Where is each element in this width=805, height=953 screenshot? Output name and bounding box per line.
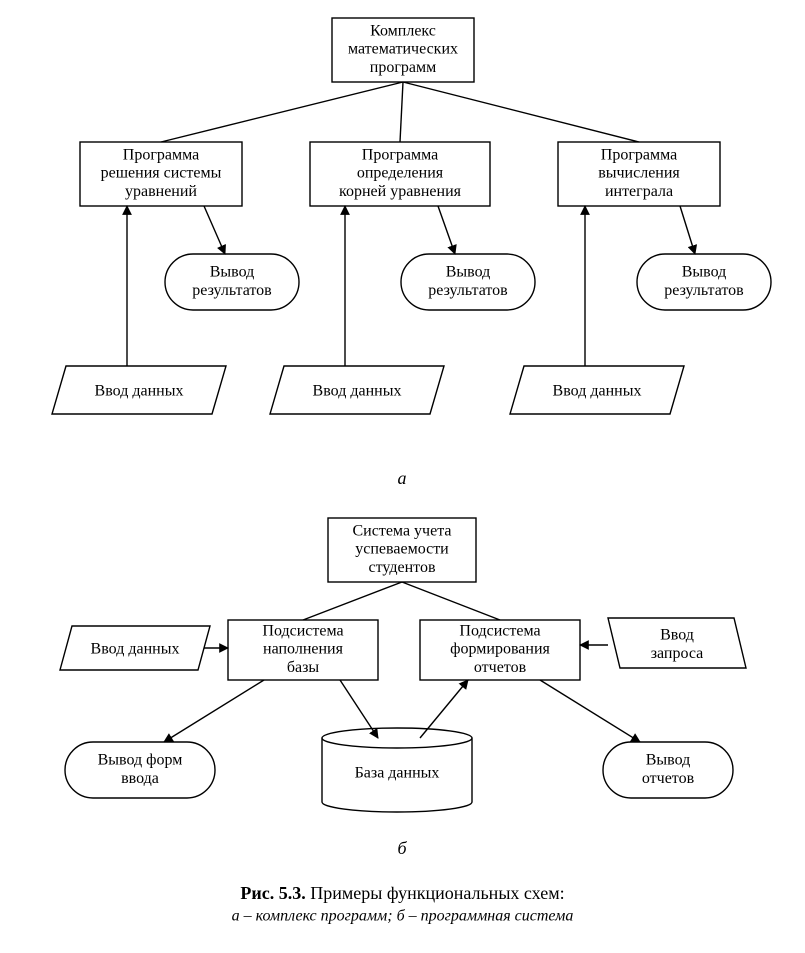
a-child-2-label: вычисления <box>598 165 680 182</box>
a-tree-edge-0 <box>161 82 403 142</box>
a-child-2-label: интеграла <box>605 183 673 200</box>
a-child-1-label: определения <box>357 165 444 182</box>
a-root-label: программ <box>370 59 436 76</box>
b-input-1-label: Ввод <box>660 626 694 643</box>
a-arrow-5 <box>680 206 695 254</box>
b-subsystem-1-label: отчетов <box>474 659 527 676</box>
figure-subcaption: а – комплекс программ; б – программная с… <box>232 908 574 925</box>
b-database-label: База данных <box>355 765 440 782</box>
b-subsystem-0-label: Подсистема <box>262 622 343 639</box>
a-input-1-label: Ввод данных <box>313 383 402 400</box>
a-child-0-label: Программа <box>123 146 199 163</box>
a-root-label: Комплекс <box>370 22 436 39</box>
b-arrow-4 <box>420 680 468 738</box>
a-child-0-label: уравнений <box>125 183 197 200</box>
a-output-2-label: результатов <box>664 282 744 299</box>
a-input-0-label: Ввод данных <box>95 383 184 400</box>
a-output-1-label: Вывод <box>446 263 491 280</box>
a-arrow-3 <box>204 206 225 254</box>
a-child-1-label: Программа <box>362 146 438 163</box>
b-database-top <box>322 728 472 748</box>
a-child-1-label: корней уравнения <box>339 183 462 200</box>
b-input-0-label: Ввод данных <box>91 641 180 658</box>
a-output-1-label: результатов <box>428 282 508 299</box>
a-output-0-label: результатов <box>192 282 272 299</box>
a-tree-edge-2 <box>403 82 639 142</box>
b-root-label: студентов <box>368 559 435 576</box>
a-output-0-label: Вывод <box>210 263 255 280</box>
b-output-1-label: отчетов <box>642 770 695 787</box>
b-tree-edge-0 <box>303 582 402 620</box>
b-tree-edge-1 <box>402 582 500 620</box>
b-subsystem-0-label: наполнения <box>263 641 344 658</box>
b-output-0-label: Вывод форм <box>98 751 183 768</box>
b-arrow-5 <box>540 680 640 742</box>
b-root-label: успеваемости <box>355 541 449 558</box>
a-arrow-4 <box>438 206 455 254</box>
a-output-2-label: Вывод <box>682 263 727 280</box>
b-output-1-label: Вывод <box>646 751 691 768</box>
a-root-label: математических <box>348 41 458 58</box>
b-input-1-label: запроса <box>651 645 704 662</box>
a-input-2-label: Ввод данных <box>553 383 642 400</box>
b-subsystem-1-label: Подсистема <box>459 622 540 639</box>
a-child-2-label: Программа <box>601 146 677 163</box>
a-tree-edge-1 <box>400 82 403 142</box>
b-output-0-label: ввода <box>121 770 159 787</box>
b-subsystem-0-label: базы <box>287 659 320 676</box>
a-child-0-label: решения системы <box>101 165 222 182</box>
b-root-label: Система учета <box>353 522 452 539</box>
diagram-a-label: а <box>398 468 407 488</box>
b-arrow-2 <box>164 680 264 742</box>
figure-caption: Рис. 5.3. Примеры функциональных схем: <box>240 883 564 903</box>
diagram-b-label: б <box>397 838 407 858</box>
b-subsystem-1-label: формирования <box>450 641 550 658</box>
